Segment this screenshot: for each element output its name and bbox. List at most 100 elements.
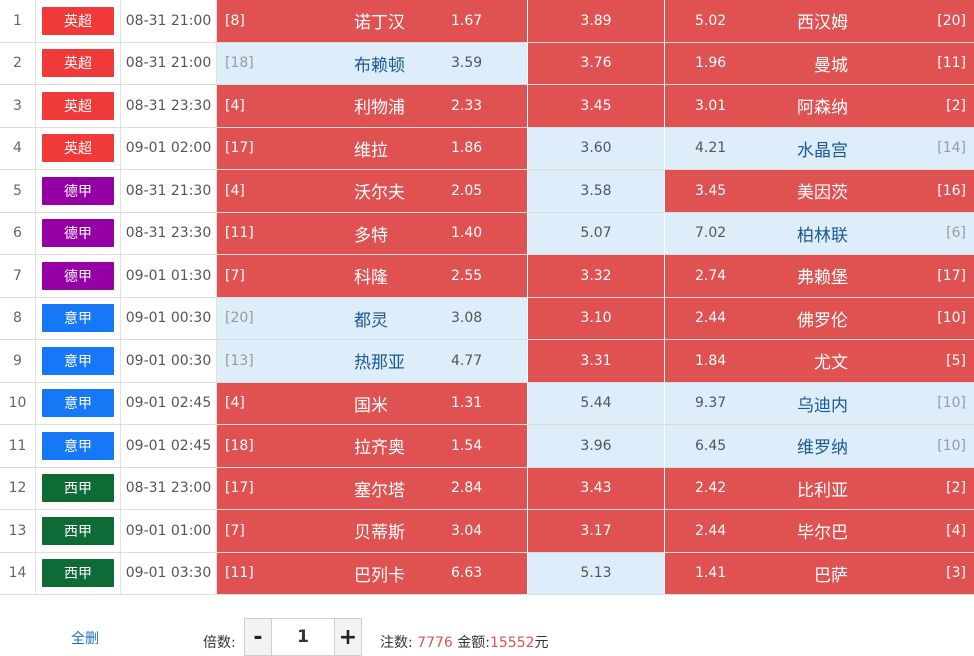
draw-option[interactable]: 3.31 (528, 340, 664, 382)
home-win-option[interactable]: [7] 科隆 2.55 (217, 255, 527, 297)
away-odd: 2.44 (695, 310, 727, 327)
away-win-option[interactable]: 1.41 巴萨 [3] (665, 552, 974, 594)
away-win-option[interactable]: 9.37 乌迪内 [10] (665, 382, 974, 424)
away-win-option[interactable]: 4.21 水晶宫 [14] (665, 127, 974, 169)
away-win-option[interactable]: 7.02 柏林联 [6] (665, 212, 974, 254)
draw-odd: 3.45 (580, 97, 612, 114)
home-rank: [4] (225, 395, 245, 412)
league-badge: 德甲 (42, 176, 114, 205)
home-win-option[interactable]: [13] 热那亚 4.77 (217, 340, 527, 382)
away-rank: [17] (937, 267, 966, 284)
match-time: 09-01 01:00 (121, 510, 217, 552)
home-team: 维拉 (354, 140, 388, 161)
home-win-option[interactable]: [11] 多特 1.40 (217, 212, 527, 254)
match-time: 08-31 23:30 (121, 212, 217, 254)
home-odd: 1.54 (451, 437, 483, 454)
draw-option[interactable]: 5.44 (528, 382, 664, 424)
clear-all-link[interactable]: 全删 (71, 631, 99, 647)
league-cell: 意甲 (36, 425, 121, 467)
draw-option[interactable]: 3.17 (528, 510, 664, 552)
home-team: 都灵 (354, 310, 388, 331)
home-rank: [4] (225, 182, 245, 199)
league-cell: 英超 (36, 42, 121, 84)
away-win-option[interactable]: 6.45 维罗纳 [10] (665, 425, 974, 467)
home-team: 沃尔夫 (354, 183, 405, 204)
decrease-button[interactable]: - (245, 619, 271, 655)
home-win-option[interactable]: [18] 布赖顿 3.59 (217, 42, 527, 84)
home-win-option[interactable]: [4] 国米 1.31 (217, 382, 527, 424)
away-win-option[interactable]: 5.02 西汉姆 [20] (665, 0, 974, 42)
league-cell: 意甲 (36, 382, 121, 424)
draw-option[interactable]: 3.76 (528, 42, 664, 84)
draw-option[interactable]: 3.89 (528, 0, 664, 42)
away-rank: [20] (937, 12, 966, 29)
draw-option[interactable]: 5.13 (528, 552, 664, 594)
match-time: 09-01 02:45 (121, 382, 217, 424)
draw-option[interactable]: 3.96 (528, 425, 664, 467)
league-cell: 德甲 (36, 170, 121, 212)
away-team: 毕尔巴 (797, 523, 848, 544)
draw-odd: 3.31 (580, 352, 612, 369)
draw-option[interactable]: 3.45 (528, 85, 664, 127)
league-badge: 英超 (42, 6, 114, 35)
increase-button[interactable]: + (335, 619, 361, 655)
league-cell: 西甲 (36, 552, 121, 594)
home-win-option[interactable]: [17] 维拉 1.86 (217, 127, 527, 169)
away-team: 乌迪内 (797, 395, 848, 416)
away-win-option[interactable]: 2.74 弗赖堡 [17] (665, 255, 974, 297)
league-badge: 意甲 (42, 346, 114, 375)
home-team: 塞尔塔 (354, 480, 405, 501)
league-badge: 西甲 (42, 516, 114, 545)
multiplier-label: 倍数: (203, 635, 236, 651)
match-index: 10 (0, 382, 36, 424)
draw-odd: 3.89 (580, 12, 612, 29)
match-index: 1 (0, 0, 36, 42)
home-team: 拉齐奥 (354, 438, 405, 459)
draw-odd: 3.32 (580, 267, 612, 284)
home-win-option[interactable]: [4] 沃尔夫 2.05 (217, 170, 527, 212)
away-odd: 1.41 (695, 565, 727, 582)
home-win-option[interactable]: [7] 贝蒂斯 3.04 (217, 510, 527, 552)
league-cell: 意甲 (36, 340, 121, 382)
match-time: 09-01 00:30 (121, 297, 217, 339)
draw-odd: 5.13 (580, 565, 612, 582)
home-win-option[interactable]: [8] 诺丁汉 1.67 (217, 0, 527, 42)
match-row: 8 意甲 09-01 00:30 [20] 都灵 3.08 3.10 2.44 佛罗伦 [10] (0, 297, 974, 340)
away-win-option[interactable]: 2.44 毕尔巴 [4] (665, 510, 974, 552)
away-rank: [10] (937, 437, 966, 454)
league-badge: 西甲 (42, 559, 114, 588)
home-win-option[interactable]: [20] 都灵 3.08 (217, 297, 527, 339)
draw-option[interactable]: 3.60 (528, 127, 664, 169)
draw-option[interactable]: 3.43 (528, 467, 664, 509)
away-team: 尤文 (814, 353, 848, 374)
match-index: 7 (0, 255, 36, 297)
draw-option[interactable]: 3.10 (528, 297, 664, 339)
home-rank: [18] (225, 437, 254, 454)
home-win-option[interactable]: [11] 巴列卡 6.63 (217, 552, 527, 594)
home-team: 利物浦 (354, 98, 405, 119)
match-index: 9 (0, 340, 36, 382)
league-badge: 西甲 (42, 474, 114, 503)
match-row: 3 英超 08-31 23:30 [4] 利物浦 2.33 3.45 3.01 阿森纳 [2] (0, 85, 974, 128)
away-win-option[interactable]: 3.01 阿森纳 [2] (665, 85, 974, 127)
away-odd: 1.96 (695, 55, 727, 72)
away-win-option[interactable]: 2.42 比利亚 [2] (665, 467, 974, 509)
league-badge: 意甲 (42, 304, 114, 333)
draw-option[interactable]: 3.32 (528, 255, 664, 297)
away-win-option[interactable]: 1.96 曼城 [11] (665, 42, 974, 84)
home-rank: [8] (225, 12, 245, 29)
away-win-option[interactable]: 2.44 佛罗伦 [10] (665, 297, 974, 339)
multiplier-input[interactable]: 1 (271, 619, 335, 655)
draw-odd: 3.96 (580, 437, 612, 454)
draw-option[interactable]: 3.58 (528, 170, 664, 212)
home-team: 热那亚 (354, 353, 405, 374)
away-win-option[interactable]: 3.45 美因茨 [16] (665, 170, 974, 212)
away-win-option[interactable]: 1.84 尤文 [5] (665, 340, 974, 382)
match-index: 3 (0, 85, 36, 127)
draw-option[interactable]: 5.07 (528, 212, 664, 254)
home-win-option[interactable]: [18] 拉齐奥 1.54 (217, 425, 527, 467)
home-win-option[interactable]: [17] 塞尔塔 2.84 (217, 467, 527, 509)
home-win-option[interactable]: [4] 利物浦 2.33 (217, 85, 527, 127)
match-index: 2 (0, 42, 36, 84)
match-row: 7 德甲 09-01 01:30 [7] 科隆 2.55 3.32 2.74 弗赖堡 [17] (0, 255, 974, 298)
